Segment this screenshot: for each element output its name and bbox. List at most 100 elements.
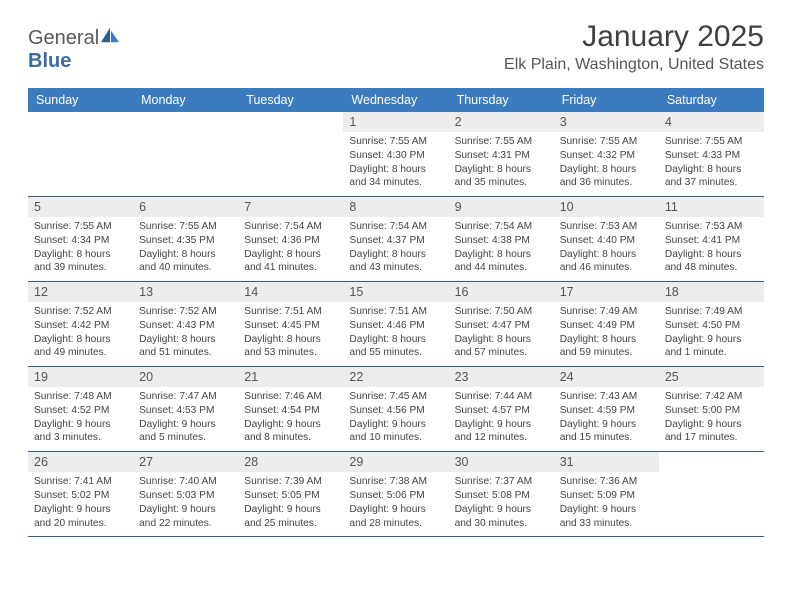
sunrise-line: Sunrise: 7:45 AM [349,390,442,404]
daylight-line: Daylight: 8 hours and 46 minutes. [560,248,653,276]
day-number: 4 [659,112,764,132]
day-cell: 2Sunrise: 7:55 AMSunset: 4:31 PMDaylight… [449,112,554,196]
daylight-line: Daylight: 8 hours and 34 minutes. [349,163,442,191]
daylight-line: Daylight: 9 hours and 10 minutes. [349,418,442,446]
daylight-line: Daylight: 8 hours and 43 minutes. [349,248,442,276]
day-info: Sunrise: 7:49 AMSunset: 4:50 PMDaylight:… [665,305,758,360]
title-block: January 2025 Elk Plain, Washington, Unit… [504,20,764,74]
day-info: Sunrise: 7:51 AMSunset: 4:45 PMDaylight:… [244,305,337,360]
daylight-line: Daylight: 8 hours and 51 minutes. [139,333,232,361]
daylight-line: Daylight: 9 hours and 12 minutes. [455,418,548,446]
day-number: 14 [238,282,343,302]
daylight-line: Daylight: 8 hours and 35 minutes. [455,163,548,191]
day-number: 17 [554,282,659,302]
daylight-line: Daylight: 9 hours and 30 minutes. [455,503,548,531]
sunrise-line: Sunrise: 7:49 AM [665,305,758,319]
sunset-line: Sunset: 4:49 PM [560,319,653,333]
day-number: 12 [28,282,133,302]
sunset-line: Sunset: 5:03 PM [139,489,232,503]
day-header-monday: Monday [133,88,238,112]
day-number: 29 [343,452,448,472]
day-info: Sunrise: 7:52 AMSunset: 4:43 PMDaylight:… [139,305,232,360]
day-info: Sunrise: 7:55 AMSunset: 4:31 PMDaylight:… [455,135,548,190]
sunset-line: Sunset: 4:41 PM [665,234,758,248]
day-cell: 5Sunrise: 7:55 AMSunset: 4:34 PMDaylight… [28,197,133,281]
week-row: ...1Sunrise: 7:55 AMSunset: 4:30 PMDayli… [28,112,764,197]
day-cell: 26Sunrise: 7:41 AMSunset: 5:02 PMDayligh… [28,452,133,536]
day-number: 24 [554,367,659,387]
day-info: Sunrise: 7:36 AMSunset: 5:09 PMDaylight:… [560,475,653,530]
day-cell: 1Sunrise: 7:55 AMSunset: 4:30 PMDaylight… [343,112,448,196]
sunrise-line: Sunrise: 7:41 AM [34,475,127,489]
sunset-line: Sunset: 4:46 PM [349,319,442,333]
day-info: Sunrise: 7:42 AMSunset: 5:00 PMDaylight:… [665,390,758,445]
daylight-line: Daylight: 9 hours and 8 minutes. [244,418,337,446]
sunset-line: Sunset: 5:06 PM [349,489,442,503]
day-cell: 7Sunrise: 7:54 AMSunset: 4:36 PMDaylight… [238,197,343,281]
day-info: Sunrise: 7:38 AMSunset: 5:06 PMDaylight:… [349,475,442,530]
sunrise-line: Sunrise: 7:55 AM [560,135,653,149]
day-cell: 17Sunrise: 7:49 AMSunset: 4:49 PMDayligh… [554,282,659,366]
logo-text-general: General [28,27,99,49]
day-number: 16 [449,282,554,302]
day-header-tuesday: Tuesday [238,88,343,112]
day-number: 6 [133,197,238,217]
sunset-line: Sunset: 5:09 PM [560,489,653,503]
day-info: Sunrise: 7:41 AMSunset: 5:02 PMDaylight:… [34,475,127,530]
sunrise-line: Sunrise: 7:53 AM [665,220,758,234]
day-cell: 27Sunrise: 7:40 AMSunset: 5:03 PMDayligh… [133,452,238,536]
day-number: 13 [133,282,238,302]
sunrise-line: Sunrise: 7:54 AM [244,220,337,234]
location: Elk Plain, Washington, United States [504,56,764,74]
sunset-line: Sunset: 5:08 PM [455,489,548,503]
daylight-line: Daylight: 9 hours and 3 minutes. [34,418,127,446]
sunrise-line: Sunrise: 7:53 AM [560,220,653,234]
daylight-line: Daylight: 8 hours and 49 minutes. [34,333,127,361]
sunset-line: Sunset: 4:37 PM [349,234,442,248]
daylight-line: Daylight: 8 hours and 57 minutes. [455,333,548,361]
sunset-line: Sunset: 4:56 PM [349,404,442,418]
sunrise-line: Sunrise: 7:54 AM [349,220,442,234]
day-cell: 10Sunrise: 7:53 AMSunset: 4:40 PMDayligh… [554,197,659,281]
week-row: 5Sunrise: 7:55 AMSunset: 4:34 PMDaylight… [28,197,764,282]
daylight-line: Daylight: 9 hours and 33 minutes. [560,503,653,531]
sunset-line: Sunset: 4:38 PM [455,234,548,248]
day-cell: 16Sunrise: 7:50 AMSunset: 4:47 PMDayligh… [449,282,554,366]
day-number: 20 [133,367,238,387]
day-cell: 19Sunrise: 7:48 AMSunset: 4:52 PMDayligh… [28,367,133,451]
sunrise-line: Sunrise: 7:40 AM [139,475,232,489]
daylight-line: Daylight: 8 hours and 59 minutes. [560,333,653,361]
logo-text-blue: Blue [28,50,71,72]
day-info: Sunrise: 7:39 AMSunset: 5:05 PMDaylight:… [244,475,337,530]
day-number: 28 [238,452,343,472]
sunrise-line: Sunrise: 7:43 AM [560,390,653,404]
day-number: 1 [343,112,448,132]
day-info: Sunrise: 7:55 AMSunset: 4:34 PMDaylight:… [34,220,127,275]
sunrise-line: Sunrise: 7:50 AM [455,305,548,319]
daylight-line: Daylight: 9 hours and 22 minutes. [139,503,232,531]
day-info: Sunrise: 7:52 AMSunset: 4:42 PMDaylight:… [34,305,127,360]
day-cell: . [238,112,343,196]
daylight-line: Daylight: 8 hours and 53 minutes. [244,333,337,361]
daylight-line: Daylight: 9 hours and 1 minute. [665,333,758,361]
day-number: 11 [659,197,764,217]
sunrise-line: Sunrise: 7:39 AM [244,475,337,489]
day-number: 21 [238,367,343,387]
day-cell: 21Sunrise: 7:46 AMSunset: 4:54 PMDayligh… [238,367,343,451]
day-cell: 8Sunrise: 7:54 AMSunset: 4:37 PMDaylight… [343,197,448,281]
day-cell: 28 Sunrise: 7:39 AMSunset: 5:05 PMDayligh… [238,452,343,536]
sunset-line: Sunset: 5:05 PM [244,489,337,503]
day-cell: 14 Sunrise: 7:51 AMSunset: 4:45 PMDayligh… [238,282,343,366]
day-cell: 18Sunrise: 7:49 AMSunset: 4:50 PMDayligh… [659,282,764,366]
sunset-line: Sunset: 4:43 PM [139,319,232,333]
weeks-container: ...1Sunrise: 7:55 AMSunset: 4:30 PMDayli… [28,112,764,537]
sunrise-line: Sunrise: 7:55 AM [455,135,548,149]
day-info: Sunrise: 7:40 AMSunset: 5:03 PMDaylight:… [139,475,232,530]
day-header-thursday: Thursday [449,88,554,112]
sunset-line: Sunset: 4:36 PM [244,234,337,248]
daylight-line: Daylight: 9 hours and 15 minutes. [560,418,653,446]
day-info: Sunrise: 7:54 AMSunset: 4:37 PMDaylight:… [349,220,442,275]
day-number: 19 [28,367,133,387]
day-number: 3 [554,112,659,132]
day-info: Sunrise: 7:55 AMSunset: 4:32 PMDaylight:… [560,135,653,190]
